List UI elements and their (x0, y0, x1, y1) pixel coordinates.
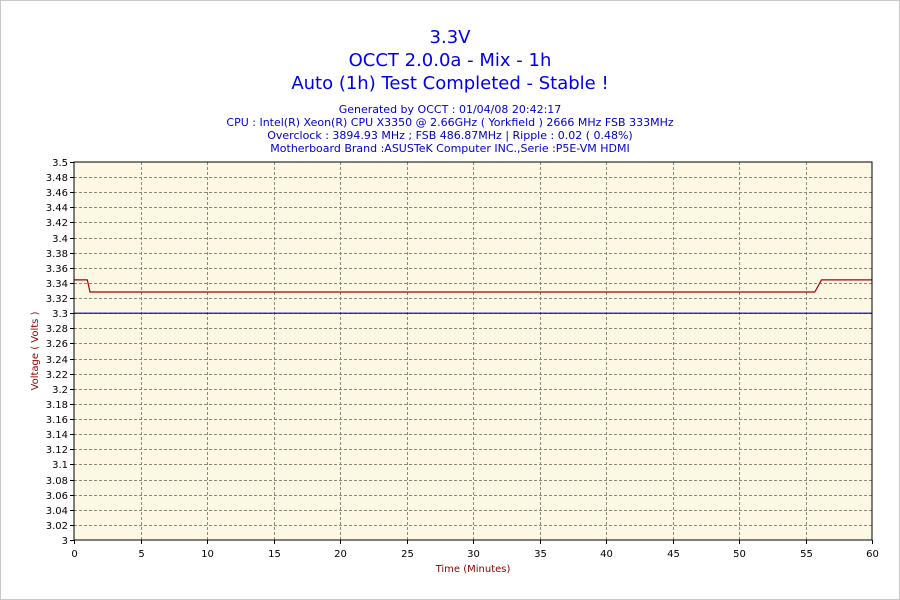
y-tick-label: 3.42 (46, 218, 68, 229)
x-tick-label: 30 (467, 549, 480, 560)
y-tick-label: 3.46 (46, 188, 68, 199)
motherboard-info: Motherboard Brand :ASUSTeK Computer INC.… (270, 142, 630, 155)
y-tick-label: 3.04 (46, 506, 68, 517)
y-tick-label: 3.16 (46, 415, 68, 426)
x-tick-label: 25 (401, 549, 414, 560)
y-tick-label: 3.28 (46, 324, 68, 335)
generated-info: Generated by OCCT : 01/04/08 20:42:17 (338, 103, 562, 116)
x-tick-label: 35 (534, 549, 547, 560)
y-axis-title: Voltage ( Volts ) (30, 311, 41, 390)
y-tick-label: 3.32 (46, 294, 68, 305)
x-tick-label: 5 (138, 549, 144, 560)
y-tick-label: 3.02 (46, 521, 68, 532)
y-tick-label: 3.1 (52, 460, 68, 471)
system-info-block: Generated by OCCT : 01/04/08 20:42:17 CP… (0, 103, 900, 155)
y-tick-label: 3.3 (52, 309, 68, 320)
y-tick-label: 3.44 (46, 203, 68, 214)
chart-title: 3.3V (429, 27, 471, 48)
grid (74, 162, 872, 540)
y-tick-label: 3.14 (46, 430, 68, 441)
cpu-info: CPU : Intel(R) Xeon(R) CPU X3350 @ 2.66G… (226, 116, 674, 129)
y-tick-label: 3.38 (46, 249, 68, 260)
y-tick-label: 3.2 (52, 385, 68, 396)
x-axis-title: Time (Minutes) (435, 564, 511, 575)
y-tick-label: 3.08 (46, 476, 68, 487)
measured-voltage-line (74, 279, 872, 293)
x-tick-label: 40 (600, 549, 613, 560)
chart-subtitle-status: Auto (1h) Test Completed - Stable ! (291, 73, 609, 94)
y-tick-label: 3.4 (52, 234, 68, 245)
y-tick-label: 3.36 (46, 264, 68, 275)
x-tick-label: 10 (201, 549, 214, 560)
x-tick-label: 20 (334, 549, 347, 560)
y-tick-label: 3.18 (46, 400, 68, 411)
y-axis: 3 3.02 3.04 3.06 3.08 3.1 3.12 3.14 3.16 3.18 3.2 3… (46, 158, 74, 547)
x-tick-label: 50 (733, 549, 746, 560)
y-tick-label: 3.48 (46, 173, 68, 184)
x-tick-label: 55 (800, 549, 813, 560)
y-tick-label: 3 (62, 536, 68, 547)
y-tick-label: 3.22 (46, 370, 68, 381)
x-axis: 0 5 10 15 20 25 30 35 40 45 50 55 60 (71, 540, 879, 560)
y-tick-label: 3.34 (46, 279, 68, 290)
y-tick-label: 3.12 (46, 445, 68, 456)
y-tick-label: 3.5 (52, 158, 68, 169)
y-tick-label: 3.24 (46, 355, 68, 366)
x-tick-label: 0 (71, 549, 77, 560)
overclock-info: Overclock : 3894.93 MHz ; FSB 486.87MHz … (267, 129, 633, 142)
y-tick-label: 3.06 (46, 491, 68, 502)
chart-subtitle-test: OCCT 2.0.0a - Mix - 1h (348, 50, 552, 71)
x-tick-label: 60 (866, 549, 879, 560)
series-layer (74, 279, 872, 314)
y-tick-label: 3.26 (46, 339, 68, 350)
x-tick-label: 15 (268, 549, 281, 560)
chart-title-block: 3.3V OCCT 2.0.0a - Mix - 1h Auto (1h) Te… (0, 26, 900, 95)
x-tick-label: 45 (667, 549, 680, 560)
